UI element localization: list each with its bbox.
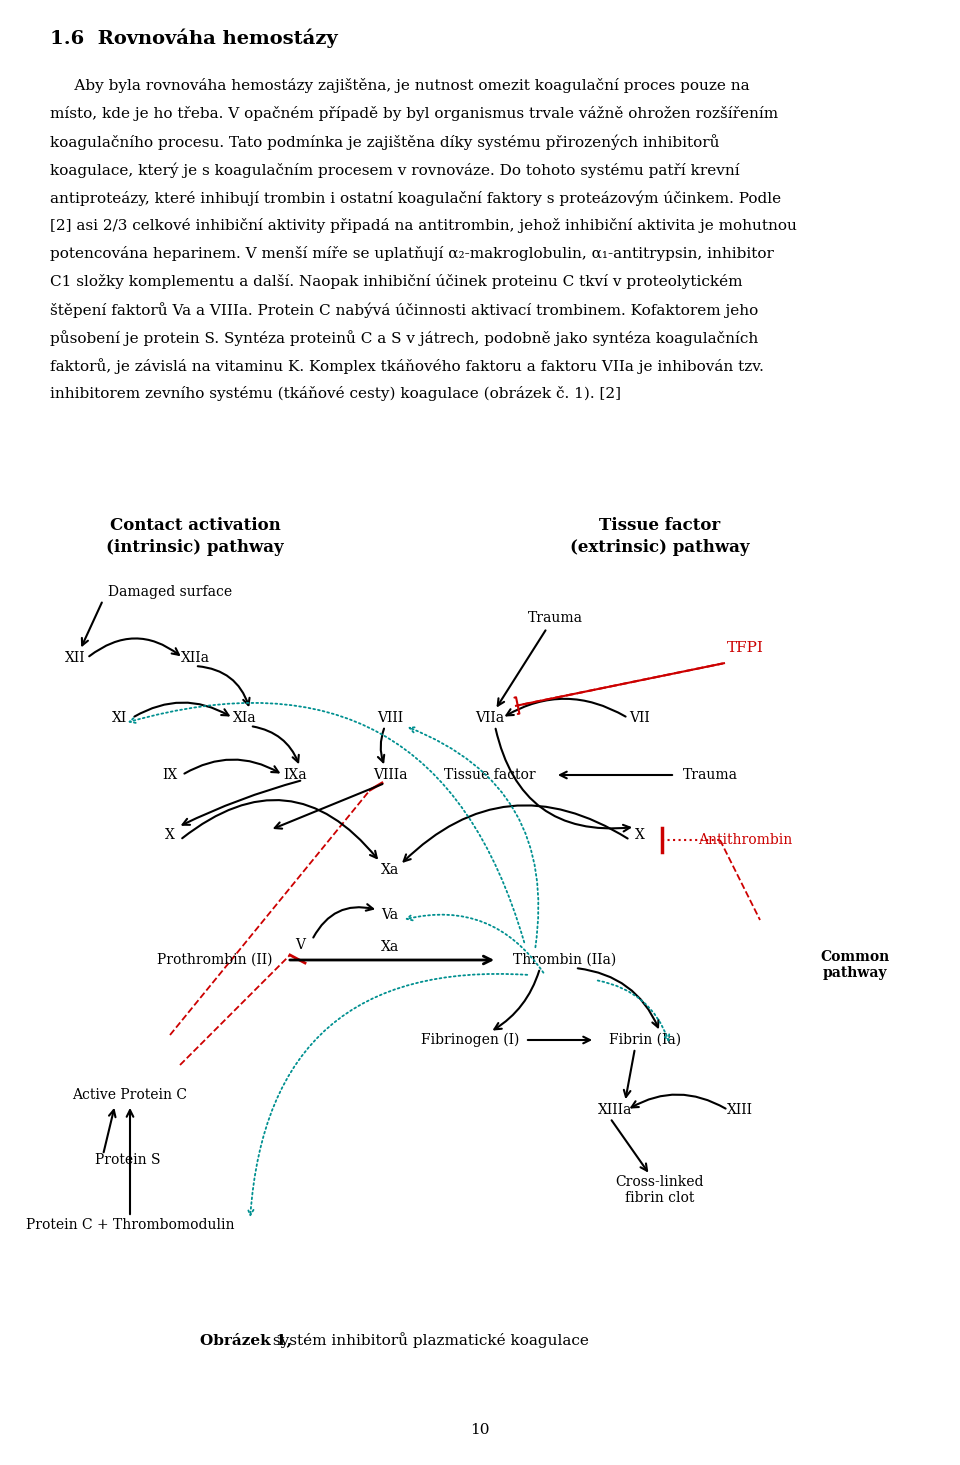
Text: (intrinsic) pathway: (intrinsic) pathway: [107, 539, 284, 557]
Text: TFPI: TFPI: [727, 642, 763, 655]
Text: (extrinsic) pathway: (extrinsic) pathway: [570, 539, 750, 557]
Text: XII: XII: [64, 650, 85, 665]
Text: Prothrombin (II): Prothrombin (II): [157, 954, 273, 967]
Text: 1.6  Rovnováha hemostázy: 1.6 Rovnováha hemostázy: [50, 28, 338, 47]
Text: působení je protein S. Syntéza proteinů C a S v játrech, podobně jako syntéza ko: působení je protein S. Syntéza proteinů …: [50, 330, 758, 346]
Text: Trauma: Trauma: [527, 611, 583, 626]
Text: Obrázek 1,: Obrázek 1,: [200, 1333, 292, 1348]
Text: IX: IX: [162, 768, 178, 782]
Text: Trauma: Trauma: [683, 768, 737, 782]
Text: Tissue factor: Tissue factor: [599, 517, 721, 533]
Text: X: X: [165, 828, 175, 842]
Text: Aby byla rovnováha hemostázy zajištěna, je nutnost omezit koagulační proces pouz: Aby byla rovnováha hemostázy zajištěna, …: [50, 78, 750, 92]
Text: Contact activation: Contact activation: [109, 517, 280, 533]
Text: IXa: IXa: [283, 768, 307, 782]
Text: VIII: VIII: [377, 711, 403, 725]
Text: Common
pathway: Common pathway: [821, 949, 890, 980]
Text: Antithrombin: Antithrombin: [698, 834, 792, 847]
Text: Tissue factor: Tissue factor: [444, 768, 536, 782]
Text: Protein S: Protein S: [95, 1153, 160, 1168]
Text: Thrombin (IIa): Thrombin (IIa): [514, 954, 616, 967]
Text: VIIa: VIIa: [475, 711, 505, 725]
Text: XIII: XIII: [727, 1103, 753, 1116]
Text: Va: Va: [381, 908, 398, 921]
Text: antiproteázy, které inhibují trombin i ostatní koagulační faktory s proteázovým : antiproteázy, které inhibují trombin i o…: [50, 190, 781, 205]
Text: XIIIa: XIIIa: [598, 1103, 633, 1116]
Text: potencována heparinem. V menší míře se uplatňují α₂-makroglobulin, α₁-antitrypsi: potencována heparinem. V menší míře se u…: [50, 246, 774, 261]
Text: Damaged surface: Damaged surface: [108, 585, 232, 599]
Text: koagulačního procesu. Tato podmínka je zajištěna díky systému přirozených inhibi: koagulačního procesu. Tato podmínka je z…: [50, 133, 719, 149]
Text: místo, kde je ho třeba. V opačném případě by byl organismus trvale vážně ohrožen: místo, kde je ho třeba. V opačném případ…: [50, 105, 779, 122]
Text: koagulace, který je s koagulačním procesem v rovnováze. Do tohoto systému patří : koagulace, který je s koagulačním proces…: [50, 163, 739, 177]
Text: V: V: [295, 938, 305, 952]
Text: Fibrinogen (I): Fibrinogen (I): [420, 1033, 519, 1047]
Text: Cross-linked
fibrin clot: Cross-linked fibrin clot: [615, 1175, 705, 1206]
Text: C1 složky komplementu a další. Naopak inhibiční účinek proteinu C tkví v proteol: C1 složky komplementu a další. Naopak in…: [50, 274, 742, 289]
Text: Fibrin (Ia): Fibrin (Ia): [609, 1033, 681, 1047]
Text: Xa: Xa: [381, 941, 399, 954]
Text: [2] asi 2/3 celkové inhibiční aktivity připadá na antitrombin, jehož inhibiční a: [2] asi 2/3 celkové inhibiční aktivity p…: [50, 218, 797, 233]
Text: XIIa: XIIa: [180, 650, 209, 665]
Text: VII: VII: [630, 711, 650, 725]
Text: Active Protein C: Active Protein C: [73, 1088, 187, 1102]
Text: Protein C + Thrombomodulin: Protein C + Thrombomodulin: [26, 1217, 234, 1232]
Text: faktorů, je závislá na vitaminu K. Komplex tkáňového faktoru a faktoru VIIa je i: faktorů, je závislá na vitaminu K. Kompl…: [50, 357, 764, 374]
Text: inhibitorem zevního systému (tkáňové cesty) koagulace (obrázek č. 1). [2]: inhibitorem zevního systému (tkáňové ces…: [50, 385, 621, 401]
Text: Xa: Xa: [381, 863, 399, 878]
Text: 10: 10: [470, 1423, 490, 1437]
Text: systém inhibitorů plazmatické koagulace: systém inhibitorů plazmatické koagulace: [268, 1332, 588, 1348]
Text: XIa: XIa: [233, 711, 257, 725]
Text: VIIIa: VIIIa: [372, 768, 407, 782]
Text: X: X: [636, 828, 645, 842]
Text: štěpení faktorů Va a VIIIa. Protein C nabývá účinnosti aktivací trombinem. Kofak: štěpení faktorů Va a VIIIa. Protein C na…: [50, 302, 758, 318]
Text: XI: XI: [112, 711, 128, 725]
